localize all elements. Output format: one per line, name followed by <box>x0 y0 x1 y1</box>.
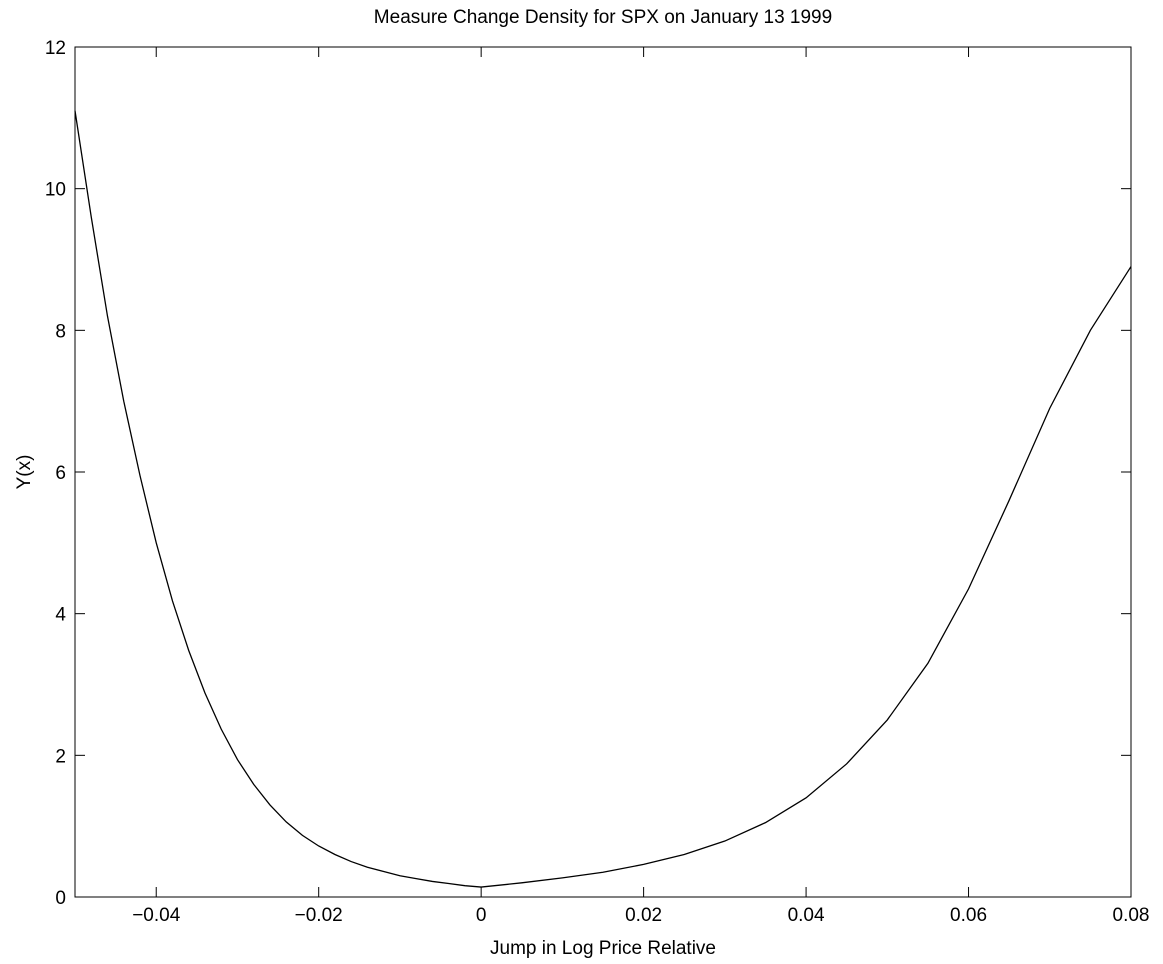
y-tick-label: 2 <box>55 746 66 767</box>
x-tick-label: 0.08 <box>1113 905 1150 926</box>
x-tick-label: 0.04 <box>788 905 825 926</box>
x-tick-label: −0.02 <box>295 905 343 926</box>
series-line <box>74 110 1132 888</box>
y-tick-label: 0 <box>55 888 66 909</box>
x-tick-label: 0 <box>476 905 487 926</box>
y-tick-label: 4 <box>55 605 66 626</box>
tick-labels: −0.04 −0.02 0 0.02 0.04 0.06 0.08 0 2 4 6 8 10 12 <box>45 38 1150 926</box>
x-axis-label: Jump in Log Price Relative <box>490 938 716 959</box>
y-axis-label: Y(x) <box>14 455 35 490</box>
x-tick-label: −0.04 <box>132 905 181 926</box>
plot-background <box>75 47 1131 897</box>
y-tick-label: 10 <box>45 180 66 201</box>
chart-title: Measure Change Density for SPX on Januar… <box>374 7 832 28</box>
y-tick-label: 8 <box>55 321 66 342</box>
x-tick-label: 0.06 <box>950 905 987 926</box>
x-tick-label: 0.02 <box>625 905 662 926</box>
plot-frame <box>74 46 1132 898</box>
y-tick-label: 6 <box>55 463 66 484</box>
y-tick-label: 12 <box>45 38 66 59</box>
